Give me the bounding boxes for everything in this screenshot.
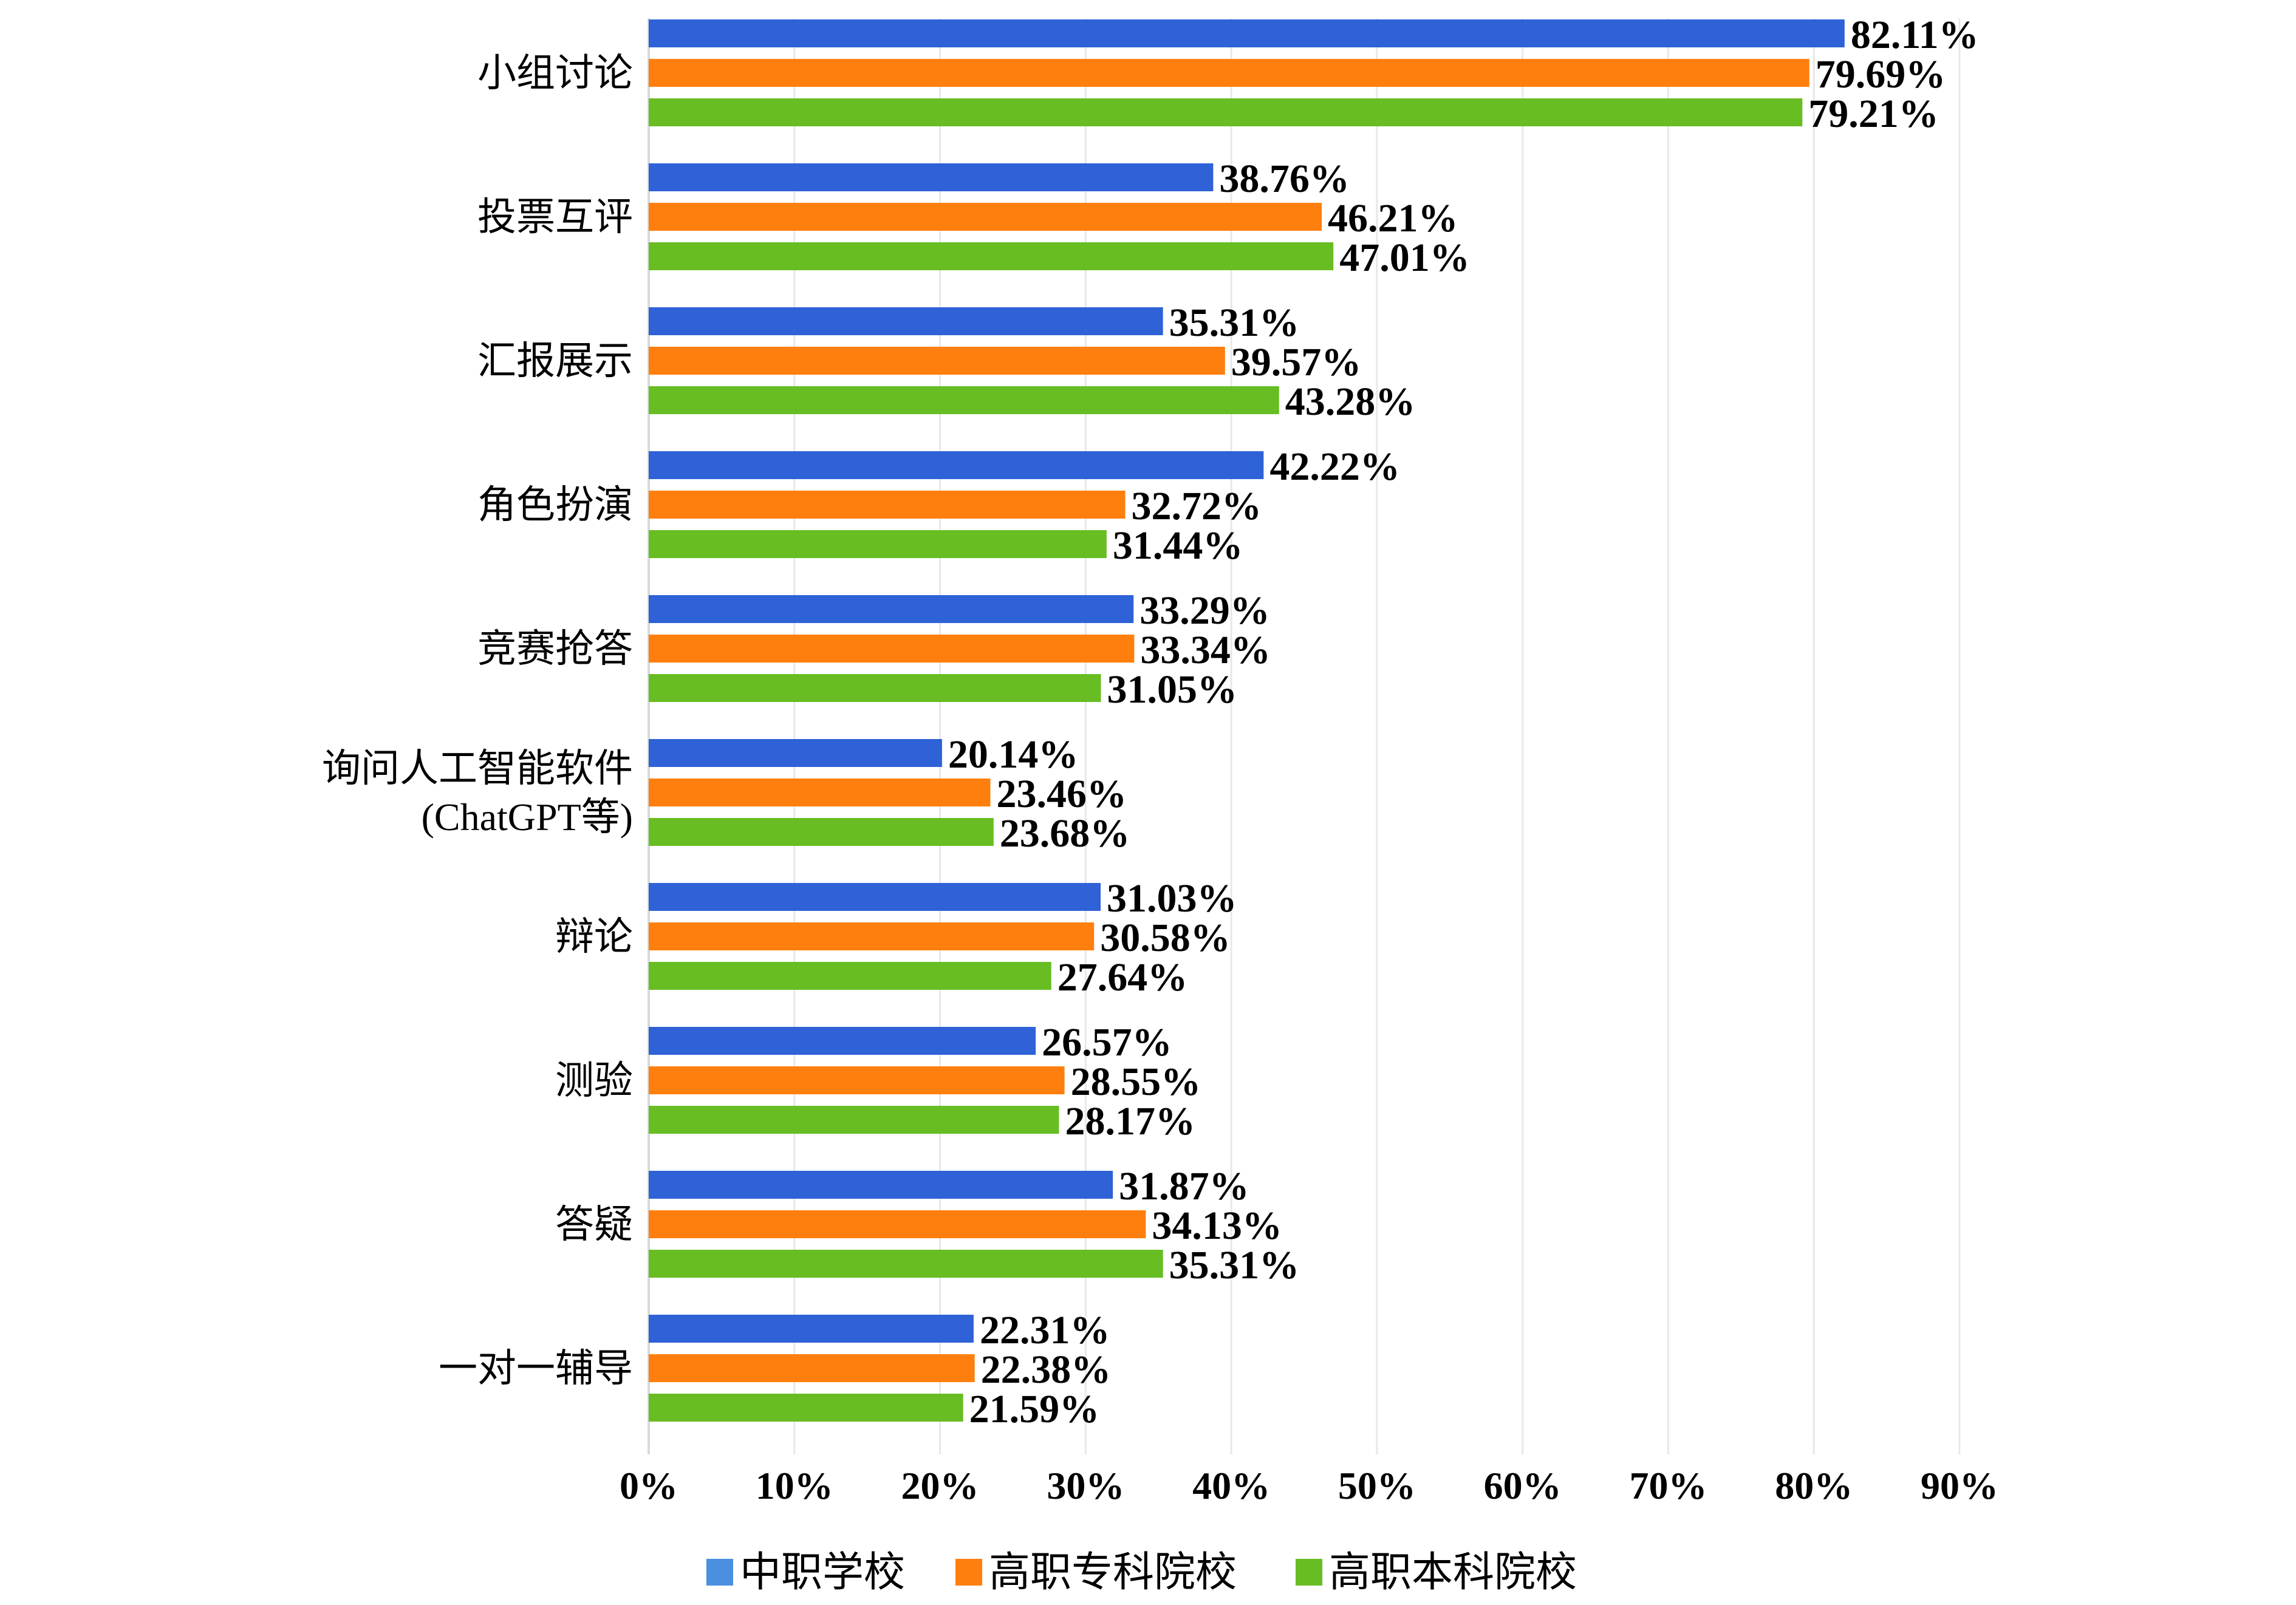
bar xyxy=(649,530,1107,558)
bar xyxy=(649,962,1051,990)
data-label: 39.57% xyxy=(1231,340,1362,384)
bar xyxy=(649,818,994,846)
data-label: 31.44% xyxy=(1113,523,1243,568)
bar xyxy=(649,307,1163,335)
bar xyxy=(649,1354,975,1382)
bar xyxy=(649,98,1803,126)
bar xyxy=(649,163,1214,191)
data-label: 31.05% xyxy=(1107,667,1238,712)
x-tick-label: 50% xyxy=(1338,1464,1416,1507)
bar xyxy=(649,59,1809,87)
bar xyxy=(649,739,942,767)
x-tick-label: 90% xyxy=(1921,1464,1998,1507)
data-label: 22.38% xyxy=(981,1348,1112,1392)
x-tick-label: 40% xyxy=(1192,1464,1270,1507)
x-tick-label: 60% xyxy=(1484,1464,1562,1507)
legend-swatch xyxy=(955,1559,982,1586)
data-label: 33.29% xyxy=(1139,588,1270,633)
bar xyxy=(649,203,1322,231)
data-label: 31.03% xyxy=(1107,876,1237,921)
value-label-layer: 82.11%79.69%79.21% 38.76%46.21%47.01% 35.3… xyxy=(948,13,1979,1431)
data-label: 27.64% xyxy=(1057,955,1188,1000)
bar xyxy=(649,1394,963,1422)
data-label: 47.01% xyxy=(1339,236,1470,280)
bar-layer xyxy=(649,19,1845,1422)
bar xyxy=(649,1066,1065,1094)
data-label: 23.46% xyxy=(997,772,1127,816)
legend-swatch xyxy=(706,1559,733,1586)
data-label: 79.69% xyxy=(1816,52,1946,97)
data-label: 22.31% xyxy=(980,1308,1110,1352)
data-label: 38.76% xyxy=(1219,157,1350,201)
data-label: 82.11% xyxy=(1851,13,1979,57)
category-label: 一对一辅导 xyxy=(439,1347,633,1390)
data-label: 21.59% xyxy=(969,1387,1100,1431)
bar xyxy=(649,1171,1113,1199)
category-label: 汇报展示 xyxy=(477,339,633,383)
bar xyxy=(649,883,1101,911)
bar xyxy=(649,1210,1146,1238)
bar xyxy=(649,19,1845,47)
bar xyxy=(649,1106,1059,1134)
data-label: 30.58% xyxy=(1100,916,1231,960)
data-label: 35.31% xyxy=(1169,1243,1300,1287)
category-label: 辩论 xyxy=(555,915,633,958)
data-label: 28.17% xyxy=(1065,1099,1195,1143)
x-tick-layer: 0% 10% 20% 30% 40% 50% 60% 70% 80% 90% xyxy=(620,1464,1998,1507)
data-label: 31.87% xyxy=(1119,1164,1249,1208)
category-label: 角色扮演 xyxy=(477,483,633,526)
category-label: 答疑 xyxy=(555,1203,633,1246)
bar xyxy=(649,1250,1163,1278)
data-label: 33.34% xyxy=(1140,628,1270,672)
bar xyxy=(649,451,1264,479)
category-label: 投票互评 xyxy=(477,196,633,239)
legend-label: 高职本科院校 xyxy=(1329,1549,1577,1595)
data-label: 35.31% xyxy=(1169,301,1300,345)
category-label: 小组讨论 xyxy=(477,52,633,95)
data-label: 32.72% xyxy=(1132,484,1262,528)
data-label: 28.55% xyxy=(1071,1060,1201,1104)
bar xyxy=(649,242,1334,270)
data-label: 20.14% xyxy=(948,732,1079,777)
x-tick-label: 20% xyxy=(901,1464,979,1507)
category-label: 竞赛抢答 xyxy=(477,627,633,670)
x-tick-label: 80% xyxy=(1775,1464,1853,1507)
x-tick-label: 70% xyxy=(1629,1464,1707,1507)
data-label: 42.22% xyxy=(1269,445,1400,489)
category-label: 询问人工智能软件 xyxy=(322,747,633,790)
data-label: 79.21% xyxy=(1808,92,1939,136)
data-label: 23.68% xyxy=(1000,811,1130,856)
category-label: 测验 xyxy=(555,1059,633,1102)
bar xyxy=(649,347,1225,375)
grid-layer xyxy=(647,18,1961,1454)
bar xyxy=(649,595,1134,623)
x-tick-label: 30% xyxy=(1047,1464,1124,1507)
category-label: (ChatGPT等) xyxy=(422,796,633,839)
bar xyxy=(649,386,1279,414)
x-tick-label: 0% xyxy=(620,1464,678,1507)
bar xyxy=(649,779,991,806)
legend-swatch xyxy=(1296,1559,1322,1586)
data-label: 46.21% xyxy=(1328,196,1458,240)
x-tick-label: 10% xyxy=(756,1464,833,1507)
bar xyxy=(649,491,1126,519)
bar xyxy=(649,674,1101,702)
legend: 中职学校 高职专科院校 高职本科院校 xyxy=(706,1549,1577,1595)
bar xyxy=(649,922,1095,950)
bar xyxy=(649,1027,1036,1055)
data-label: 43.28% xyxy=(1285,380,1416,424)
legend-label: 中职学校 xyxy=(740,1549,905,1595)
data-label: 34.13% xyxy=(1152,1204,1282,1248)
bar xyxy=(649,635,1135,663)
legend-label: 高职专科院校 xyxy=(989,1549,1237,1595)
bar xyxy=(649,1315,974,1343)
data-label: 26.57% xyxy=(1042,1020,1172,1065)
